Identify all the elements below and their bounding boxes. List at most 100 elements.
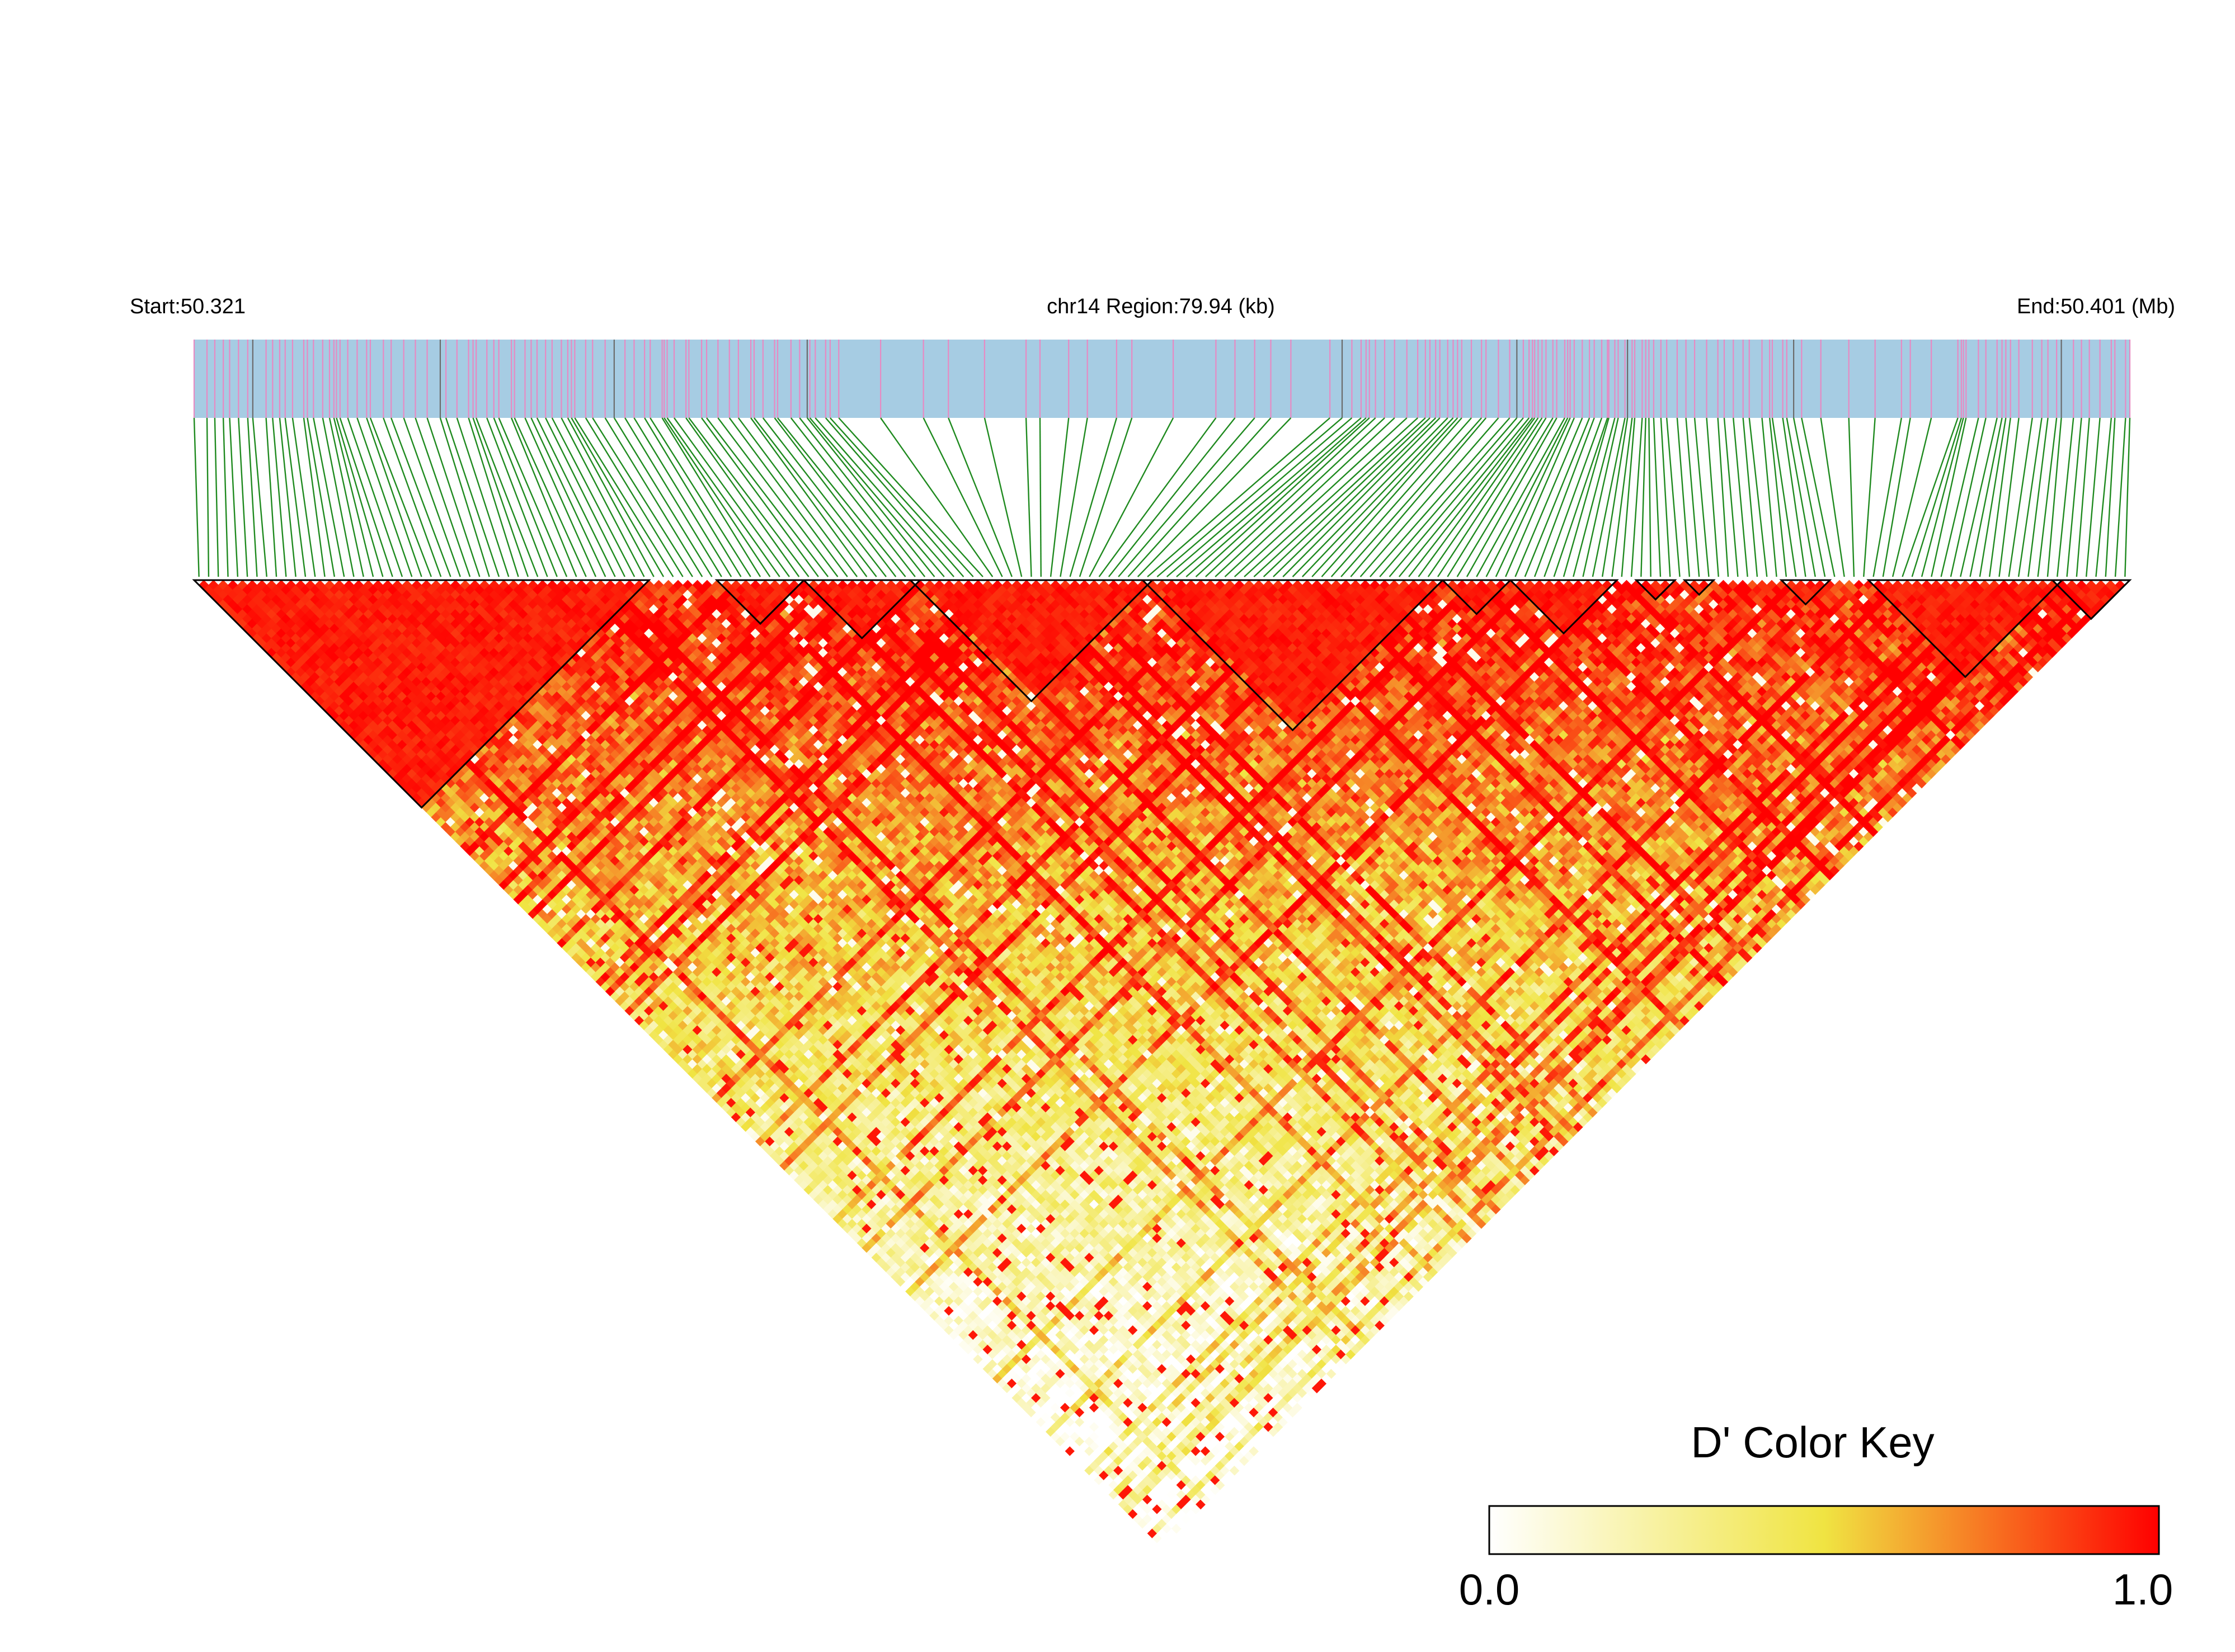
- snp-connector: [2124, 417, 2131, 577]
- snp-connector: [1882, 417, 1911, 577]
- snp-connector: [613, 417, 713, 577]
- snp-connector: [880, 417, 994, 577]
- snp-connector: [1282, 417, 1441, 577]
- snp-connector: [1630, 417, 1643, 577]
- snp-connector: [1723, 417, 1739, 577]
- snp-connector: [1792, 417, 1826, 577]
- snp-connector: [1801, 417, 1836, 577]
- snp-connector: [1563, 417, 1610, 577]
- snp-connector: [1653, 417, 1662, 577]
- snp-position-track: [193, 340, 2131, 418]
- snp-connector: [666, 417, 780, 577]
- snp-connector: [229, 417, 239, 577]
- snp-connector: [1988, 417, 2011, 577]
- snp-connector: [1185, 417, 1367, 577]
- snp-connector: [1911, 417, 1963, 577]
- snp-connector: [1224, 417, 1395, 577]
- snp-connector: [1640, 417, 1646, 577]
- snp-connector: [825, 417, 964, 577]
- snp-connector: [222, 417, 229, 577]
- snp-connector: [193, 417, 200, 577]
- region-end-label: End:50.401 (Mb): [2017, 295, 2175, 318]
- snp-connector: [2017, 417, 2043, 577]
- snp-connector: [1592, 417, 1626, 577]
- snp-connector: [592, 417, 693, 577]
- snp-connector: [1166, 417, 1353, 577]
- snp-connector: [829, 417, 974, 577]
- snp-connector: [1060, 417, 1088, 577]
- snp-connector: [303, 417, 326, 577]
- snp-connector: [2037, 417, 2058, 577]
- snp-connector: [1782, 417, 1806, 577]
- snp-connector: [1660, 417, 1671, 577]
- snp-connector: [1573, 417, 1616, 577]
- snp-connector: [644, 417, 742, 577]
- snp-connector: [1089, 417, 1174, 577]
- snp-connector: [661, 417, 761, 577]
- snp-connector: [524, 417, 597, 577]
- snp-connector: [1979, 417, 2007, 577]
- snp-connector: [750, 417, 868, 577]
- snp-connector: [1137, 417, 1292, 577]
- snp-connector: [701, 417, 819, 577]
- snp-connector: [390, 417, 451, 577]
- snp-connector: [284, 417, 307, 577]
- snp-connector: [1621, 417, 1636, 577]
- snp-connector: [347, 417, 403, 577]
- snp-connector: [272, 417, 287, 577]
- snp-connector: [366, 417, 422, 577]
- snp-connector: [322, 417, 355, 577]
- snp-connector: [514, 417, 587, 577]
- snp-connector: [2057, 417, 2074, 577]
- snp-connector: [238, 417, 248, 577]
- snp-connector: [1665, 417, 1681, 577]
- snp-connector: [415, 417, 471, 577]
- snp-connector: [1069, 417, 1118, 577]
- snp-connector: [1437, 417, 1543, 577]
- snp-connector: [1940, 417, 1979, 577]
- snp-connector: [536, 417, 616, 577]
- snp-connector: [1505, 417, 1575, 577]
- ld-triangle-heatmap: [196, 580, 2128, 1549]
- snp-connector: [984, 417, 1023, 577]
- snp-connector: [561, 417, 645, 577]
- snp-connector: [1447, 417, 1547, 577]
- snp-connector: [206, 417, 210, 577]
- snp-connector: [1601, 417, 1629, 577]
- snp-connector: [2114, 417, 2126, 577]
- snp-connector: [1676, 417, 1691, 577]
- snp-connector: [2095, 417, 2112, 577]
- snp-connector: [571, 417, 665, 577]
- snp-tick-group: [193, 340, 2131, 418]
- snp-connector: [688, 417, 810, 577]
- snp-connector: [838, 417, 984, 577]
- snp-connector: [1205, 417, 1376, 577]
- snp-connector: [1786, 417, 1816, 577]
- snp-connector: [585, 417, 684, 577]
- snp-connector: [604, 417, 703, 577]
- snp-connector-lines: [193, 417, 2131, 577]
- snp-connector: [1902, 417, 1959, 577]
- snp-connector: [1234, 417, 1408, 577]
- snp-connector: [1648, 417, 1651, 577]
- snp-connector: [247, 417, 258, 577]
- snp-connector: [1079, 417, 1133, 577]
- snp-connector: [1742, 417, 1758, 577]
- snp-connector: [717, 417, 839, 577]
- snp-connector: [923, 417, 1003, 577]
- snp-connector: [1389, 417, 1524, 577]
- snp-connector: [279, 417, 297, 577]
- snp-connector: [468, 417, 519, 577]
- snp-connector: [753, 417, 877, 577]
- snp-connector: [1321, 417, 1462, 577]
- snp-connector: [567, 417, 655, 577]
- snp-connector: [1408, 417, 1533, 577]
- snp-connector: [1273, 417, 1437, 577]
- snp-connector: [2076, 417, 2090, 577]
- snp-connector: [530, 417, 606, 577]
- snp-connector: [2027, 417, 2049, 577]
- snp-connector: [1025, 417, 1032, 577]
- snp-connector: [369, 417, 432, 577]
- snp-connector: [2008, 417, 2033, 577]
- snp-connector: [1891, 417, 1932, 577]
